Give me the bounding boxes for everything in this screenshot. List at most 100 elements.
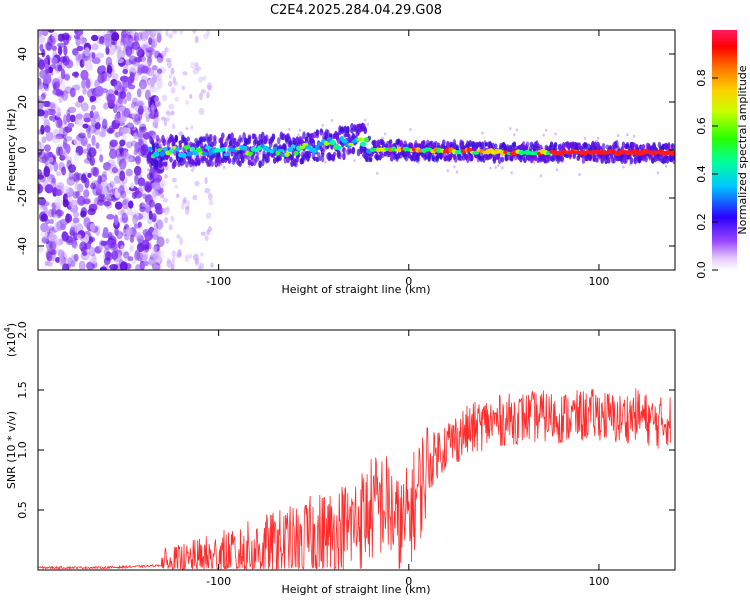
heatmap-noise-blob [142,260,149,267]
heatmap-band-blob [302,131,306,140]
heatmap-band-blob [271,133,276,141]
heatmap-noise-blob [174,184,179,189]
heatmap-noise-blob [170,86,176,94]
heatmap-band-blob [453,165,456,169]
heatmap-core-blob [152,151,160,157]
heatmap-core-blob [204,145,212,150]
heatmap-band-blob [622,165,625,169]
heatmap-noise-blob [57,64,63,72]
heatmap-noise-blob [182,199,187,205]
heatmap-band-blob [583,136,587,140]
heatmap-noise-blob [181,85,186,90]
heatmap-noise-blob [71,173,79,182]
heatmap-noise-blob [192,30,197,34]
heatmap-noise-blob [151,182,158,190]
heatmap-noise-blob [192,253,199,261]
heatmap-band-blob [607,156,611,164]
heatmap-band-blob [290,154,294,162]
heatmap-noise-blob [105,56,113,67]
heatmap-noise-blob [208,226,212,233]
heatmap-band-blob [409,127,412,131]
heatmap-band-blob [350,128,354,134]
heatmap-noise-blob [141,75,148,83]
heatmap-band-blob [160,143,163,147]
heatmap-noise-blob [38,101,45,109]
heatmap-noise-blob [137,146,146,157]
heatmap-noise-blob [199,92,203,101]
heatmap-band-blob [283,156,288,164]
heatmap-noise-blob [178,131,184,136]
heatmap-noise-blob [39,84,48,92]
heatmap-noise-blob [109,263,119,270]
heatmap-band-blob [191,168,194,172]
heatmap-noise-blob [71,84,81,91]
heatmap-noise-blob [168,224,173,231]
heatmap-noise-blob [86,261,95,270]
heatmap-noise-blob [82,148,91,154]
heatmap-band-blob [353,158,356,162]
heatmap-noise-blob [45,68,50,74]
heatmap-band-blob [202,155,206,161]
heatmap-noise-blob [40,93,46,101]
heatmap-band-blob [665,156,670,164]
heatmap-noise-blob [156,184,161,191]
heatmap-noise-blob [109,148,117,159]
heatmap-noise-blob [83,117,91,123]
heatmap-band-blob [244,158,247,162]
heatmap-band-blob [283,143,288,153]
heatmap-noise-blob [138,126,147,133]
heatmap-noise-blob [78,260,86,270]
heatmap-noise-blob [68,170,74,181]
heatmap-noise-blob [150,104,155,111]
heatmap-noise-blob [59,154,66,161]
heatmap-noise-blob [43,205,48,216]
heatmap-noise-blob [188,253,193,259]
heatmap-band-blob [220,163,223,167]
heatmap-noise-blob [77,95,85,103]
heatmap-noise-blob [121,87,128,93]
heatmap-band-blob [288,127,291,131]
heatmap-noise-blob [50,180,57,191]
heatmap-noise-blob [95,85,104,97]
heatmap-noise-blob [59,80,66,91]
heatmap-noise-blob [59,149,66,155]
heatmap-noise-blob [128,102,135,113]
heatmap-noise-blob [156,236,165,248]
heatmap-noise-blob [192,194,198,201]
heatmap-noise-blob [52,88,61,96]
heatmap-band-blob [399,139,403,148]
spectrogram-xtick-label: -100 [206,275,231,288]
heatmap-band-blob [648,158,652,162]
snr-ticks: -100 0 100 0.5 1.0 1.5 2.0 [16,321,675,588]
heatmap-noise-blob [94,30,103,34]
heatmap-band-blob [497,164,500,168]
heatmap-noise-blob [66,176,76,186]
heatmap-band-blob [340,127,345,133]
heatmap-noise-blob [51,56,58,66]
heatmap-noise-blob [45,54,51,64]
heatmap-noise-blob [63,114,68,125]
heatmap-noise-blob [156,68,163,74]
heatmap-noise-blob [59,90,65,99]
heatmap-noise-blob [144,111,154,119]
heatmap-noise-blob [97,135,104,142]
heatmap-noise-blob [171,123,176,130]
heatmap-noise-blob [65,155,73,164]
colorbar-label: Normalized spectral amplitude [736,65,749,234]
heatmap-noise-blob [175,252,182,259]
heatmap-band-blob [500,156,505,163]
heatmap-noise-blob [134,56,143,63]
heatmap-noise-blob [84,47,90,57]
spectrogram-ylabel: Frequency (Hz) [5,109,18,192]
snr-xlabel: Height of straight line (km) [281,583,430,596]
heatmap-band-blob [210,141,214,148]
heatmap-band-blob [227,157,232,164]
heatmap-noise-blob [67,122,75,128]
heatmap-noise-blob [113,175,121,184]
heatmap-noise-blob [126,30,133,36]
heatmap-noise-blob [155,254,159,260]
heatmap-band-blob [342,151,346,161]
heatmap-core-blob [329,139,336,146]
heatmap-noise-blob [198,76,204,83]
